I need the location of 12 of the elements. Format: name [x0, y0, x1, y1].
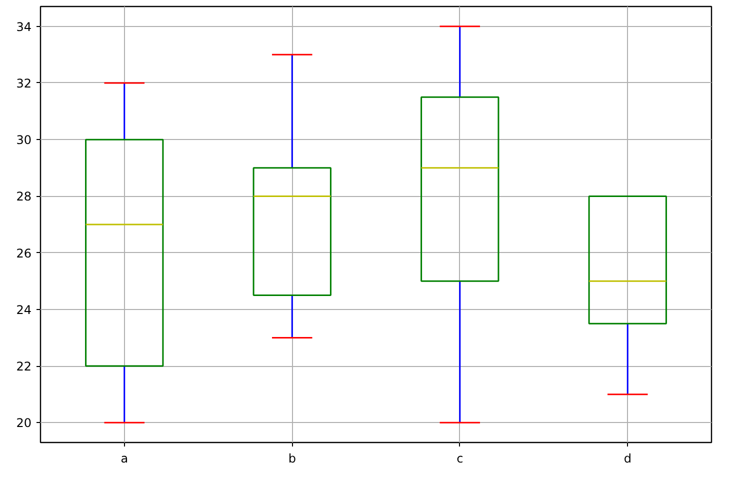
y-tick-label: 32: [16, 76, 32, 90]
x-tick-label: d: [624, 452, 632, 466]
y-tick-label: 34: [16, 20, 32, 34]
x-tick-label: c: [456, 452, 464, 466]
y-tick-label: 26: [16, 246, 32, 260]
y-tick-label: 22: [16, 360, 32, 374]
x-tick-label: b: [288, 452, 296, 466]
x-tick-label: a: [120, 452, 128, 466]
y-tick-label: 20: [16, 416, 32, 430]
y-tick-label: 28: [16, 190, 32, 204]
y-tick-label: 24: [16, 302, 32, 317]
y-tick-label: 30: [16, 133, 32, 148]
